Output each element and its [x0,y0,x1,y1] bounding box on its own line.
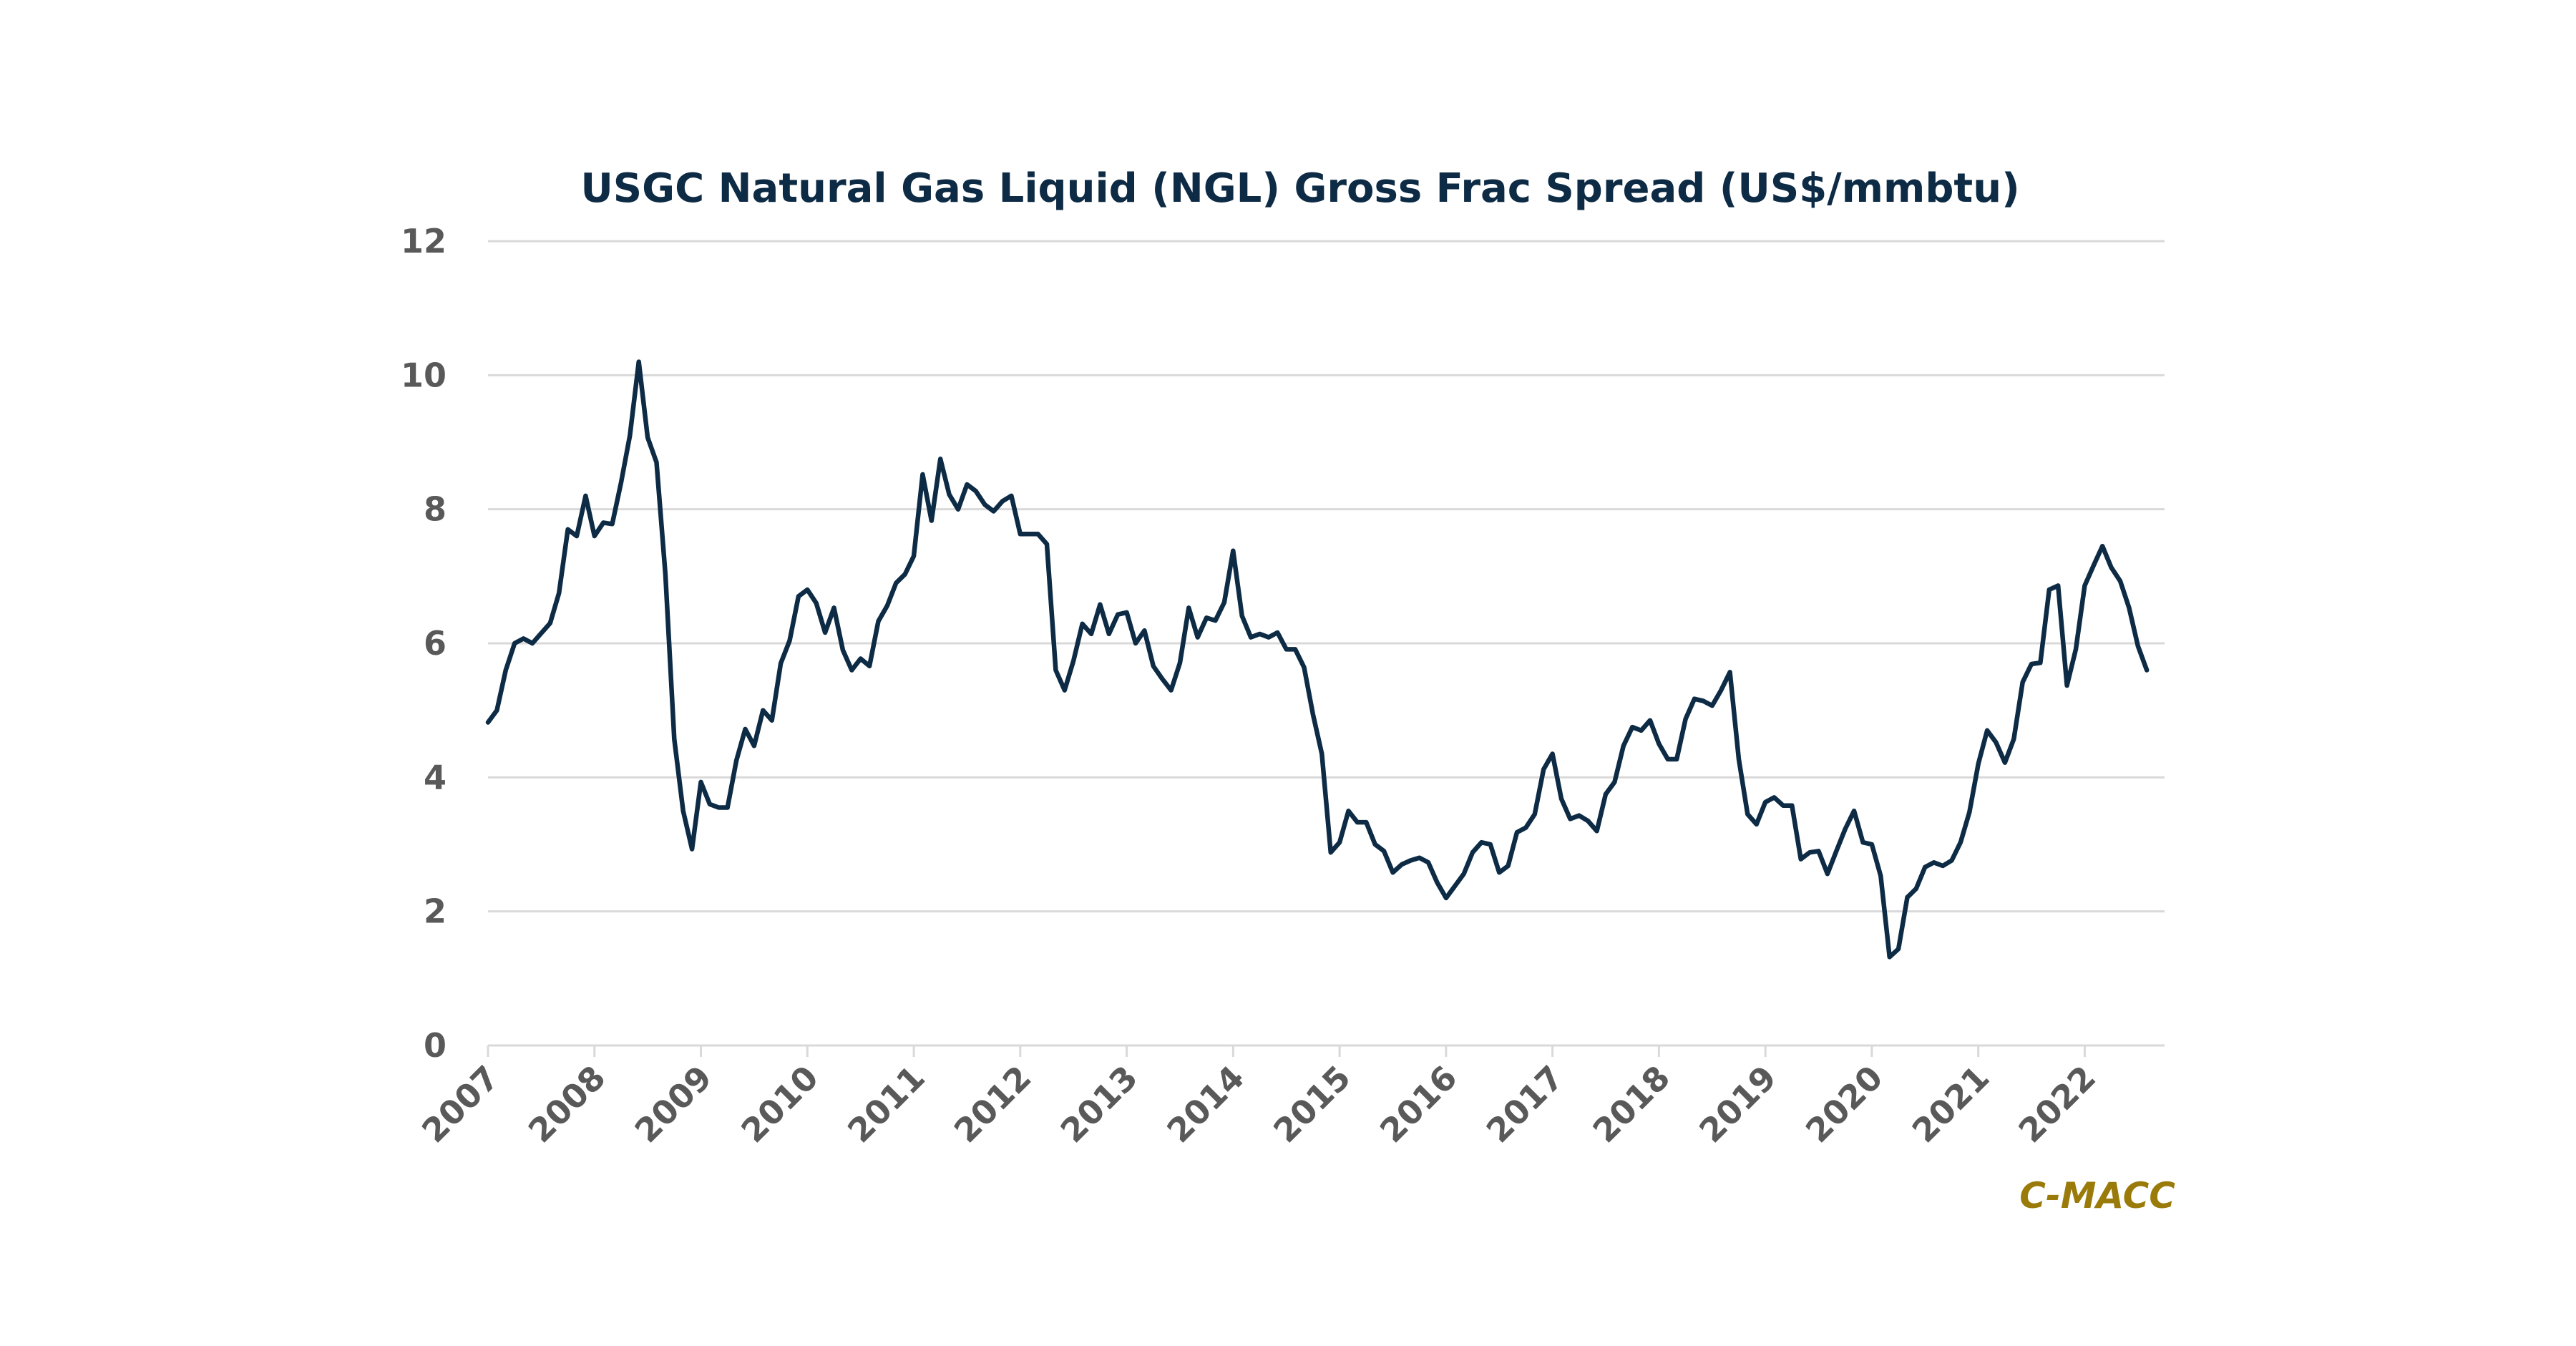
x-tick-label: 2018 [1585,1058,1677,1151]
brand-annotation: C-MACC [2019,1175,2175,1216]
x-tick-label: 2013 [1053,1058,1146,1151]
y-axis-ticks: 0 2 4 6 8 10 12 [401,222,447,1065]
y-tick-label: 12 [401,222,447,260]
x-tick-label: 2009 [628,1058,720,1151]
x-tick-label: 2012 [947,1058,1039,1151]
x-tick-label: 2021 [1905,1058,1997,1151]
chart-title: USGC Natural Gas Liquid (NGL) Gross Frac… [580,165,2019,212]
y-tick-label: 0 [424,1026,447,1065]
x-tick-label: 2019 [1692,1058,1784,1151]
x-tick-label: 2017 [1479,1058,1571,1151]
x-tick-label: 2020 [1798,1058,1890,1151]
y-tick-label: 8 [424,490,447,529]
y-tick-label: 10 [401,356,447,394]
x-tick-label: 2008 [521,1058,613,1151]
x-axis: 2007 2008 2009 2010 2011 2012 2013 2014 2015 2016… [414,1044,2165,1151]
x-tick-label: 2007 [414,1058,507,1151]
x-tick-label: 2016 [1372,1058,1465,1151]
x-tick-label: 2015 [1266,1058,1358,1151]
x-tick-label: 2022 [2011,1058,2103,1151]
x-tick-label: 2010 [733,1058,826,1151]
series-line [485,359,2150,960]
y-tick-label: 4 [424,758,447,796]
x-tick-label: 2014 [1159,1058,1252,1151]
y-tick-label: 6 [424,624,447,663]
series-layer [485,359,2150,960]
x-tick-label: 2011 [840,1058,932,1151]
y-tick-label: 2 [424,892,447,931]
